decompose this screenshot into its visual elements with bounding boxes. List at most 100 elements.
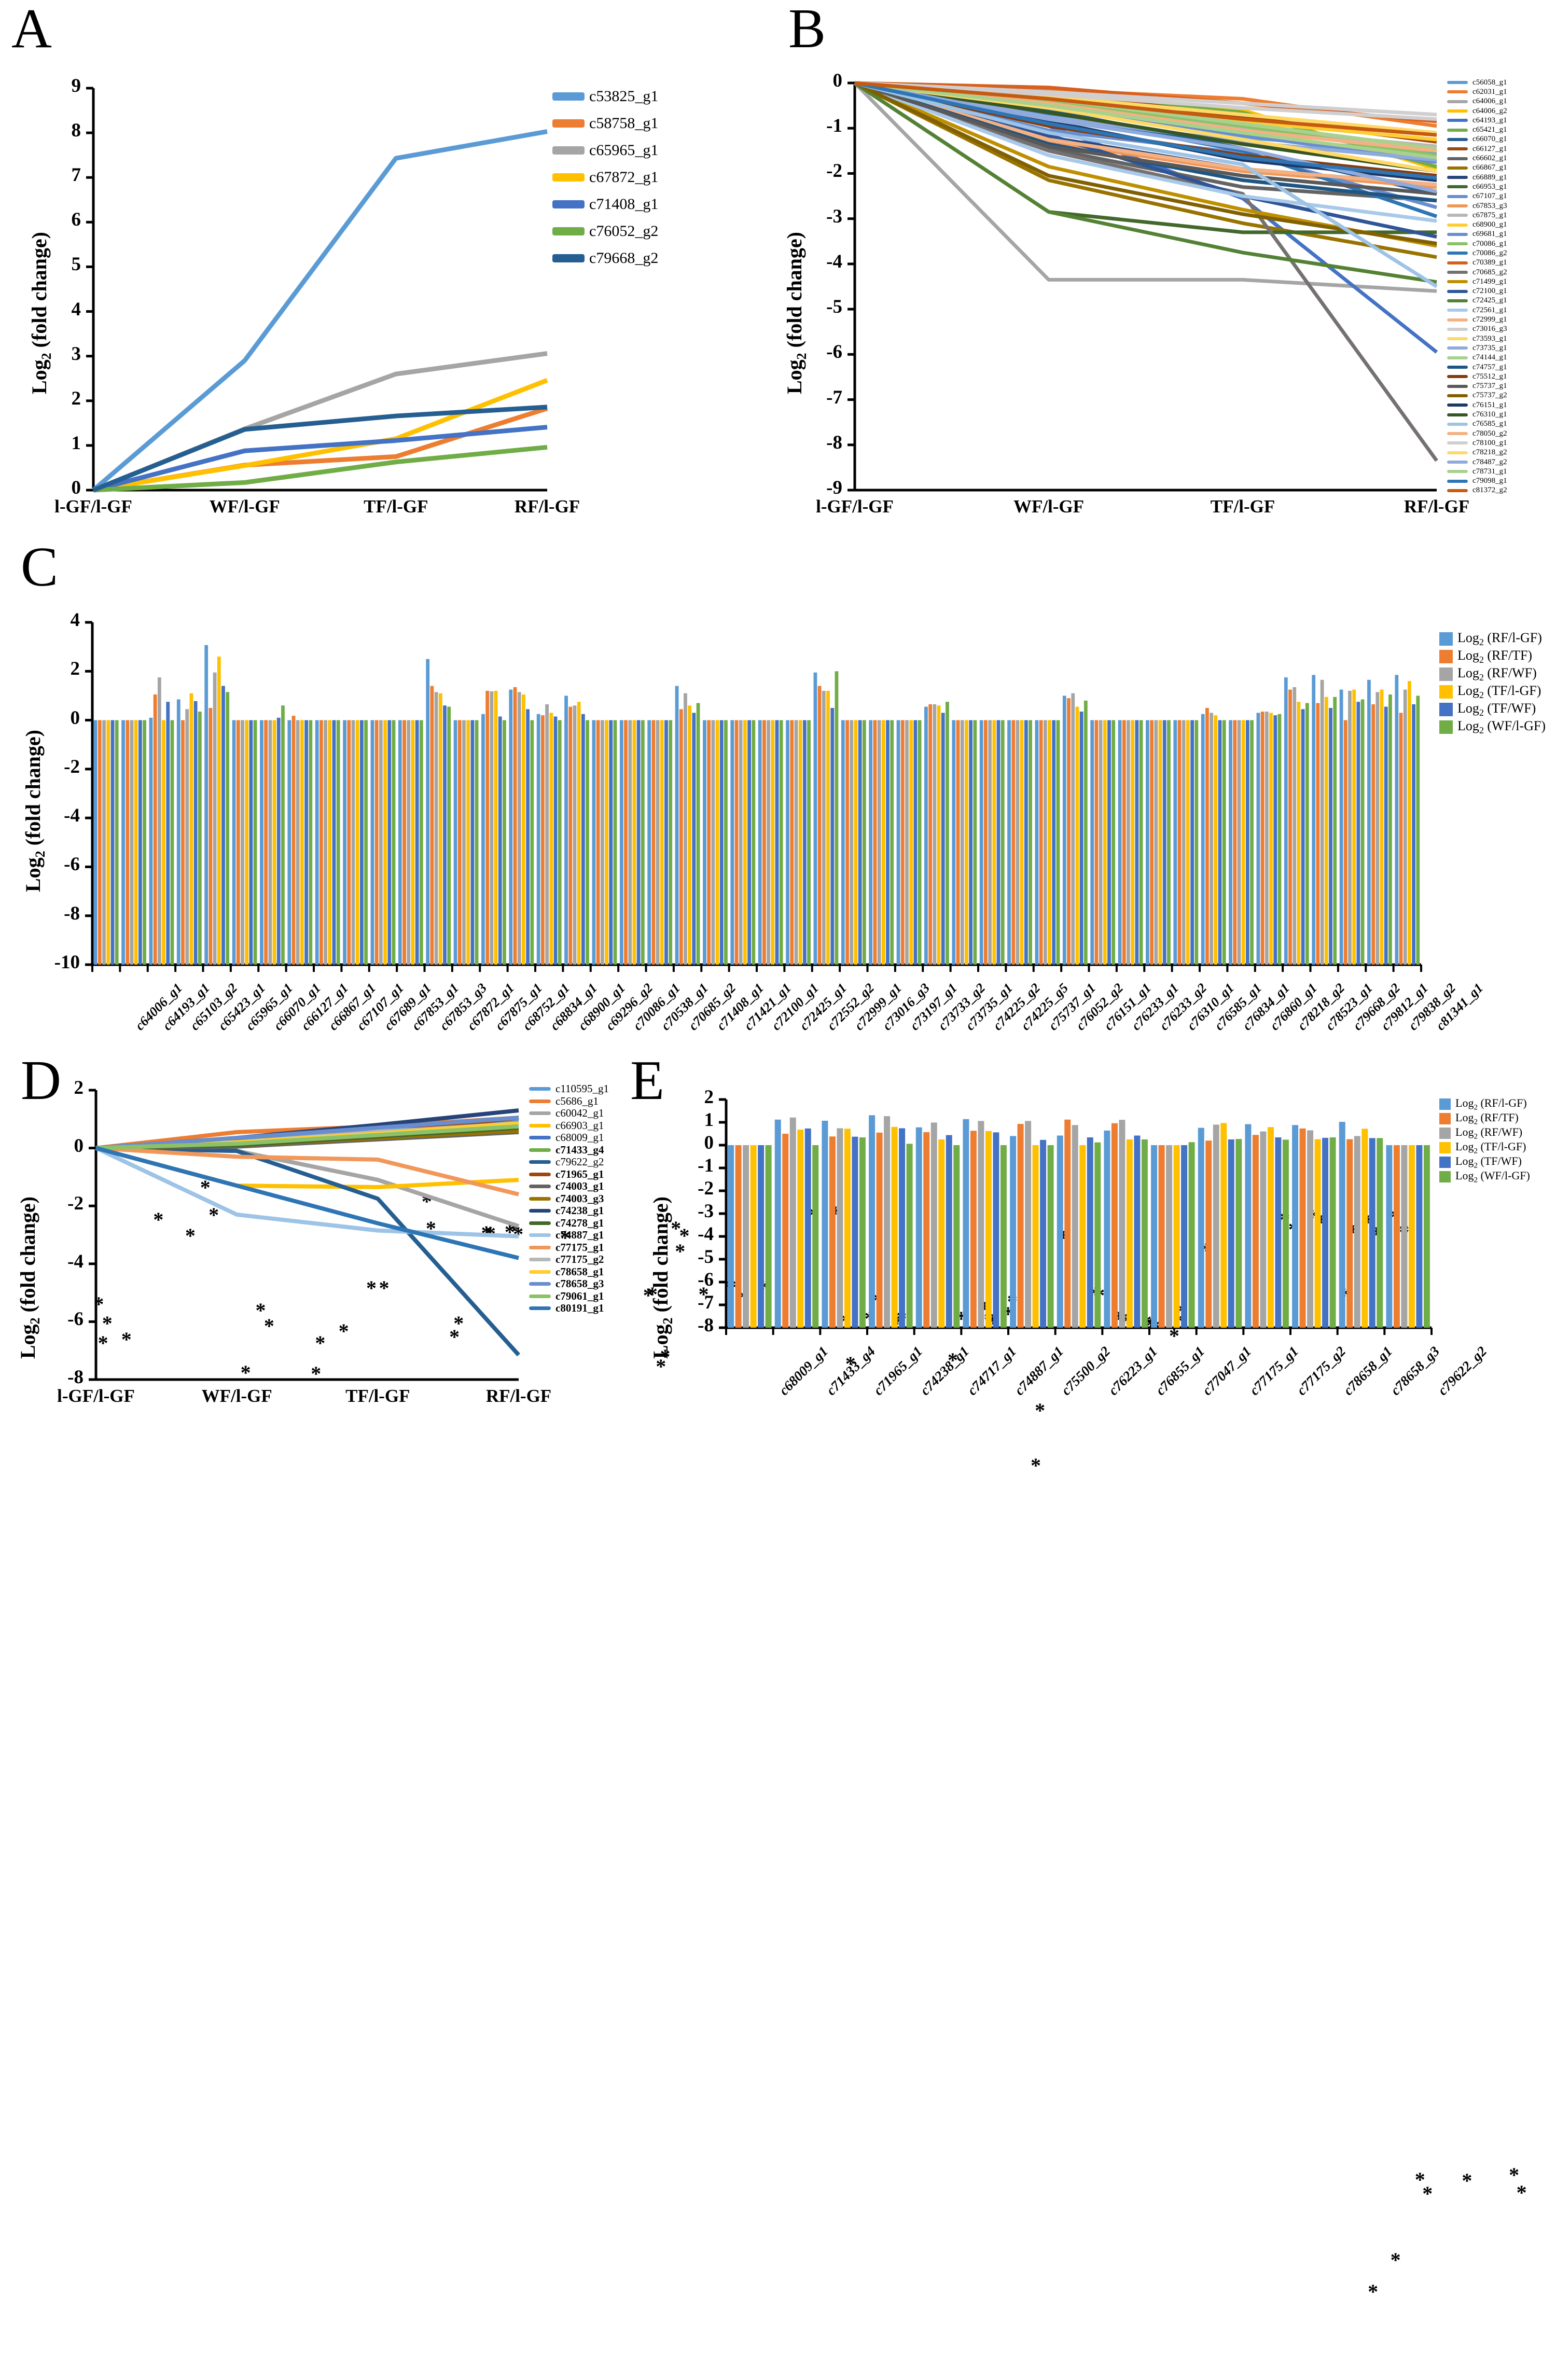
legend-item[interactable]: c60042_g1 — [529, 1107, 609, 1120]
legend-item[interactable]: c78658_g3 — [529, 1278, 609, 1290]
legend-item[interactable]: c78218_g2 — [1447, 448, 1507, 457]
panel-e-bar — [946, 1135, 952, 1328]
legend-item[interactable]: c58758_g1 — [552, 110, 658, 137]
legend-item[interactable]: c64193_g1 — [1447, 116, 1507, 125]
panel-c-bar — [762, 720, 766, 965]
legend-item[interactable]: Log2 (RF/TF) — [1439, 648, 1546, 665]
legend-item[interactable]: c76310_g1 — [1447, 410, 1507, 419]
panel-e-bar — [1127, 1139, 1133, 1328]
legend-item-label: c67853_g3 — [1472, 202, 1507, 211]
legend-item[interactable]: c74144_g1 — [1447, 353, 1507, 363]
legend-item[interactable]: c70086_g1 — [1447, 239, 1507, 248]
legend-item[interactable]: c76151_g1 — [1447, 400, 1507, 410]
legend-item[interactable]: c5686_g1 — [529, 1095, 609, 1108]
legend-item[interactable]: c67872_g1 — [552, 164, 658, 191]
legend-item[interactable]: Log2 (TF/l-GF) — [1439, 683, 1546, 701]
legend-item[interactable]: c79668_g2 — [552, 245, 658, 272]
panel-e-bar — [1134, 1136, 1140, 1328]
legend-item[interactable]: Log2 (WF/l-GF) — [1439, 1170, 1530, 1184]
legend-item[interactable]: Log2 (RF/WF) — [1439, 1126, 1530, 1140]
panel-d-y-tick: -4 — [32, 1250, 84, 1273]
legend-item[interactable]: Log2 (TF/l-GF) — [1439, 1140, 1530, 1155]
legend-item[interactable]: c72425_g1 — [1447, 296, 1507, 305]
legend-item[interactable]: c68009_g1 — [529, 1132, 609, 1144]
panel-c-bar — [190, 693, 193, 965]
legend-item[interactable]: c66953_g1 — [1447, 182, 1507, 191]
legend-item[interactable]: c72561_g1 — [1447, 305, 1507, 315]
legend-item[interactable]: c64006_g2 — [1447, 106, 1507, 116]
legend-item[interactable]: Log2 (RF/l-GF) — [1439, 1097, 1530, 1111]
legend-item[interactable]: c64006_g1 — [1447, 97, 1507, 106]
legend-item[interactable]: Log2 (RF/l-GF) — [1439, 630, 1546, 648]
legend-item[interactable]: Log2 (TF/WF) — [1439, 1155, 1530, 1170]
legend-item[interactable]: c70086_g2 — [1447, 248, 1507, 258]
legend-item[interactable]: Log2 (RF/WF) — [1439, 665, 1546, 683]
legend-item[interactable]: Log2 (RF/TF) — [1439, 1111, 1530, 1126]
legend-item[interactable]: c77175_g1 — [529, 1242, 609, 1254]
legend-item[interactable]: c67853_g3 — [1447, 201, 1507, 211]
legend-item[interactable]: c75737_g2 — [1447, 391, 1507, 400]
legend-item[interactable]: c110595_g1 — [529, 1083, 609, 1095]
legend-color-swatch — [1447, 138, 1468, 141]
legend-item[interactable]: c69681_g1 — [1447, 230, 1507, 239]
legend-item[interactable]: c70685_g2 — [1447, 268, 1507, 277]
legend-item[interactable]: c62031_g1 — [1447, 87, 1507, 96]
legend-item[interactable]: c68900_g1 — [1447, 220, 1507, 229]
legend-item[interactable]: c76585_g1 — [1447, 420, 1507, 429]
legend-item[interactable]: c65421_g1 — [1447, 125, 1507, 134]
legend-item[interactable]: c70389_g1 — [1447, 258, 1507, 268]
legend-item[interactable]: c53825_g1 — [552, 83, 658, 110]
legend-item[interactable]: c66127_g1 — [1447, 144, 1507, 154]
panel-e-bar — [1283, 1139, 1289, 1328]
legend-item[interactable]: c71408_g1 — [552, 191, 658, 218]
legend-item[interactable]: c75737_g1 — [1447, 382, 1507, 391]
legend-item[interactable]: c71433_g4 — [529, 1144, 609, 1157]
legend-item[interactable]: c78050_g2 — [1447, 429, 1507, 438]
panel-c-bar — [647, 720, 651, 965]
legend-item[interactable]: c78487_g2 — [1447, 457, 1507, 467]
panel-c-bar — [1340, 690, 1343, 965]
legend-item[interactable]: c76052_g2 — [552, 218, 658, 245]
legend-item[interactable]: c73735_g1 — [1447, 343, 1507, 353]
legend-item[interactable]: c79098_g1 — [1447, 476, 1507, 485]
legend-item[interactable]: c73593_g1 — [1447, 334, 1507, 343]
legend-item[interactable]: c78658_g1 — [529, 1266, 609, 1278]
legend-item[interactable]: c71965_g1 — [529, 1168, 609, 1181]
legend-item[interactable]: c80191_g1 — [529, 1302, 609, 1315]
legend-item[interactable]: c73016_g3 — [1447, 325, 1507, 334]
legend-item[interactable]: c78100_g1 — [1447, 438, 1507, 448]
legend-item[interactable]: c66889_g1 — [1447, 173, 1507, 182]
legend-item[interactable]: Log2 (TF/WF) — [1439, 701, 1546, 718]
panel-c-bar — [1269, 713, 1273, 965]
legend-item[interactable]: Log2 (WF/l-GF) — [1439, 718, 1546, 736]
legend-item[interactable]: c56058_g1 — [1447, 78, 1507, 87]
legend-item[interactable]: c74757_g1 — [1447, 363, 1507, 372]
legend-item[interactable]: c71499_g1 — [1447, 277, 1507, 286]
legend-item[interactable]: c65965_g1 — [552, 137, 658, 164]
panel-c-bar — [992, 720, 996, 965]
legend-item-label: c70086_g1 — [1472, 240, 1507, 248]
panel-c-bar — [198, 712, 202, 965]
legend-item[interactable]: c66070_g1 — [1447, 135, 1507, 144]
legend-item[interactable]: c67107_g1 — [1447, 192, 1507, 201]
legend-item[interactable]: c74278_g1 — [529, 1217, 609, 1230]
legend-item[interactable]: c72999_g1 — [1447, 315, 1507, 324]
legend-item[interactable]: c77175_g2 — [529, 1254, 609, 1266]
legend-color-swatch — [1439, 1142, 1451, 1153]
legend-item[interactable]: c74887_g1 — [529, 1229, 609, 1242]
legend-item[interactable]: c72100_g1 — [1447, 287, 1507, 296]
legend-item[interactable]: c74003_g1 — [529, 1180, 609, 1193]
legend-item[interactable]: c79061_g1 — [529, 1290, 609, 1303]
legend-item[interactable]: c75512_g1 — [1447, 372, 1507, 381]
legend-item[interactable]: c74003_g3 — [529, 1193, 609, 1205]
legend-item[interactable]: c74238_g1 — [529, 1205, 609, 1217]
legend-item[interactable]: c78731_g1 — [1447, 467, 1507, 476]
panel-c-bar — [1284, 677, 1288, 965]
legend-item[interactable]: c79622_g2 — [529, 1156, 609, 1168]
legend-item[interactable]: c67875_g1 — [1447, 211, 1507, 220]
legend-item[interactable]: c81372_g2 — [1447, 486, 1507, 495]
legend-item[interactable]: c66602_g1 — [1447, 154, 1507, 163]
legend-item[interactable]: c66903_g1 — [529, 1120, 609, 1132]
legend-item[interactable]: c66867_g1 — [1447, 163, 1507, 173]
panel-c-bar — [1257, 713, 1260, 965]
